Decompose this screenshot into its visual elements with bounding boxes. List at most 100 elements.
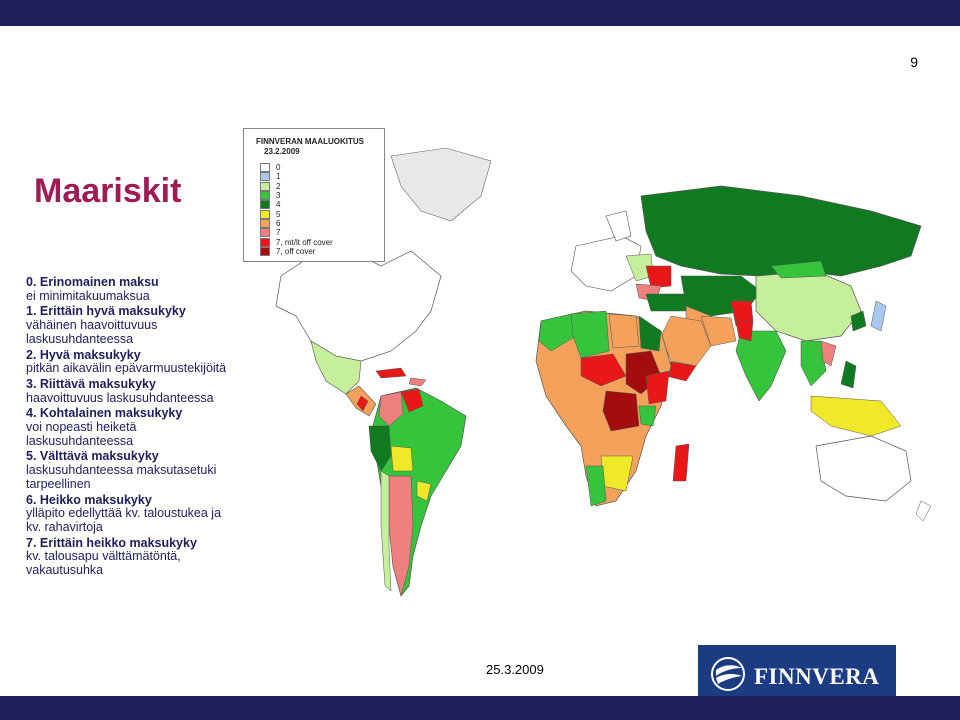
region-india [735,330,787,402]
rating-level-desc: laskusuhdanteessa maksutasetuki tarpeell… [26,463,217,491]
rating-level-desc: voi nopeasti heiketä laskusuhdanteessa [26,420,137,448]
region-morocco [538,313,577,352]
region-hispaniola [408,377,427,387]
rating-level-3: 3. Riittävä maksukyky haavoittuvuus lask… [26,376,236,405]
rating-level-desc: ei minimitakuumaksua [26,288,150,303]
region-venezuela [400,388,424,413]
rating-level-desc: kv. talousapu välttämätöntä, vakautusuhk… [26,549,181,578]
legend-title: FINNVERAN MAALUOKITUS [256,137,364,146]
region-southern-africa [600,455,634,492]
region-argentina [388,475,414,597]
region-algeria [570,310,610,359]
legend-items: 0 1 2 3 4 5 6 7 7, mt/lt off cover 7, of… [260,163,333,256]
legend-label: 0 [276,163,281,173]
rating-level-1: 1. Erittäin hyvä maksukyky vähäinen haav… [26,305,236,346]
finnvera-swoosh-icon [711,657,745,691]
region-russia [640,185,922,277]
rating-level-title: 4. Kohtalainen maksukyky [26,406,183,421]
legend-label: 6 [276,218,281,228]
legend-item: 7, off cover [260,246,333,256]
legend-label: 4 [276,200,281,210]
legend-label: 3 [276,191,281,201]
page-number: 9 [910,54,918,70]
bottom-bar [0,696,960,720]
world-map-graphic [275,147,932,597]
region-pakistan [735,320,754,342]
legend-item: 1 [260,172,333,182]
region-new-zealand [915,500,932,522]
rating-level-title: 6. Heikko maksukyky [26,492,152,507]
region-madagascar [672,443,690,482]
region-chile [380,470,392,592]
rating-level-title: 0. Erinomainen maksu [26,275,159,289]
rating-level-desc: haavoittuvuus laskusuhdanteessa [26,390,214,405]
region-bolivia [390,445,414,472]
rating-level-title: 1. Erittäin hyvä maksukyky [26,304,186,319]
rating-level-7: 7. Erittäin heikko maksukyky kv. talousa… [26,535,236,578]
region-dr-congo [602,390,640,432]
rating-level-title: 7. Erittäin heikko maksukyky [26,535,197,550]
region-egypt [638,315,662,352]
legend-label: 7, mt/lt off cover [276,237,333,247]
region-libya [608,313,640,349]
rating-levels-list: 0. Erinomainen maksu ei minimitakuumaksu… [26,275,236,580]
footer-date: 25.3.2009 [486,662,544,677]
legend-swatch [260,163,270,173]
slide-title: Maariskit [34,172,182,210]
region-nordics [605,210,632,242]
legend-item: 3 [260,191,333,201]
region-ethiopia [645,370,670,405]
rating-level-6: 6. Heikko maksukyky ylläpito edellyttää … [26,492,236,535]
legend-item: 2 [260,181,333,191]
rating-level-4: 4. Kohtalainen maksukyky voi nopeasti he… [26,407,236,448]
legend-label: 1 [276,172,281,182]
legend-label: 2 [276,181,281,191]
region-uruguay [416,480,432,502]
rating-level-title: 2. Hyvä maksukyky [26,347,141,362]
region-china [755,270,862,342]
region-iran [700,315,737,347]
region-indonesia [810,395,902,437]
legend-swatch [260,172,270,182]
region-north-america [275,250,442,362]
region-vietnam [820,340,837,367]
region-peru [368,425,392,472]
legend-label: 7, off cover [276,246,316,256]
rating-level-2: 2. Hyvä maksukyky pitkän aikavälin epäva… [26,347,236,376]
region-greenland [390,147,492,222]
region-sahel [580,353,627,387]
legend-item: 7, mt/lt off cover [260,237,333,247]
region-ukraine [645,265,672,289]
legend-swatch [260,246,270,256]
region-nicaragua [356,395,369,412]
rating-level-title: 3. Riittävä maksukyky [26,376,156,391]
rating-level-5: 5. Välttävä maksukyky laskusuhdanteessa … [26,450,236,491]
map-legend: FINNVERAN MAALUOKITUS 23.2.2009 0 1 2 3 … [243,128,385,262]
finnvera-logo: FINNVERA [698,645,896,705]
legend-item: 5 [260,209,333,219]
legend-swatch [260,209,270,219]
legend-item: 7 [260,228,333,238]
region-philippines [840,360,857,389]
legend-swatch [260,200,270,210]
legend-swatch [260,237,270,247]
region-south-africa [585,465,607,507]
rating-level-desc: ylläpito edellyttää kv. taloustukea ja k… [26,506,222,534]
legend-item: 4 [260,200,333,210]
legend-item: 6 [260,218,333,228]
world-map [241,126,960,626]
legend-swatch [260,228,270,238]
legend-label: 5 [276,209,281,219]
legend-swatch [260,181,270,191]
rating-level-title: 5. Välttävä maksukyky [26,449,159,464]
legend-date: 23.2.2009 [264,147,300,156]
legend-swatch [260,191,270,201]
logo-text: FINNVERA [754,664,880,689]
rating-level-0: 0. Erinomainen maksu ei minimitakuumaksu… [26,275,236,303]
rating-level-desc: pitkän aikavälin epävarmuustekijöitä [26,361,227,376]
region-mexico [310,340,362,395]
legend-label: 7 [276,228,281,238]
legend-item: 0 [260,163,333,173]
region-cuba [375,367,407,379]
legend-swatch [260,218,270,228]
